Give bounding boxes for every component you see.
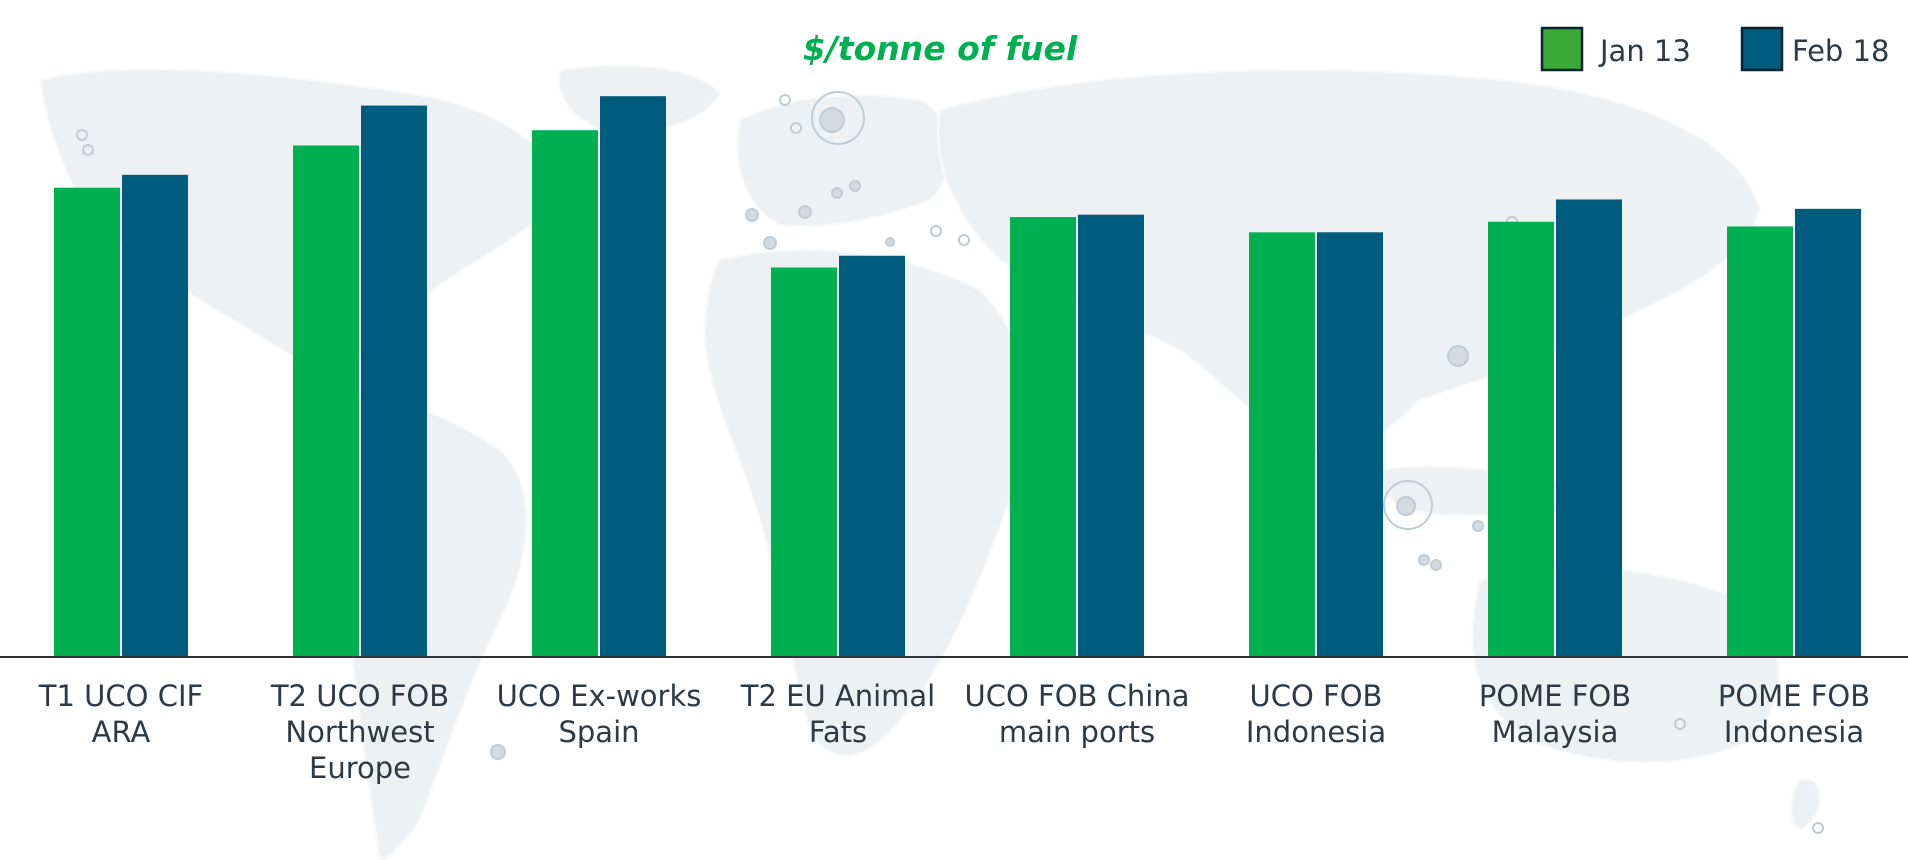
legend: Jan 13 Feb 18 bbox=[1540, 26, 1889, 72]
bar-feb-18-6 bbox=[1556, 199, 1622, 658]
new-zealand-shape bbox=[1790, 778, 1822, 830]
bars bbox=[54, 96, 1861, 658]
x-tick-label: UCO FOB China main ports bbox=[965, 679, 1190, 749]
x-tick-label: POME FOB Indonesia bbox=[1718, 679, 1870, 749]
bar-jan-13-5 bbox=[1249, 232, 1315, 657]
x-tick-label: T1 UCO CIF ARA bbox=[38, 679, 203, 749]
bar-jan-13-7 bbox=[1727, 226, 1793, 657]
x-tick-label-line: UCO FOB China bbox=[965, 679, 1190, 713]
x-tick-label-line: Indonesia bbox=[1246, 715, 1386, 749]
bar-feb-18-7 bbox=[1795, 208, 1861, 657]
x-tick-label: POME FOB Malaysia bbox=[1479, 679, 1631, 749]
bar-feb-18-5 bbox=[1317, 232, 1383, 657]
bar-feb-18-1 bbox=[361, 105, 427, 657]
x-tick-label-line: ARA bbox=[92, 715, 151, 749]
bar-jan-13-4 bbox=[1010, 217, 1076, 657]
x-tick-label: T2 UCO FOB Northwest Europe bbox=[270, 679, 449, 785]
x-tick-label-line: T2 UCO FOB bbox=[270, 679, 449, 713]
bar-feb-18-4 bbox=[1078, 214, 1144, 657]
x-tick-label: UCO FOB Indonesia bbox=[1246, 679, 1386, 749]
x-tick-label-line: Indonesia bbox=[1724, 715, 1864, 749]
bar-jan-13-0 bbox=[54, 187, 120, 657]
legend-label-jan-13: Jan 13 bbox=[1598, 34, 1691, 68]
x-tick-label-line: POME FOB bbox=[1479, 679, 1631, 713]
bar-feb-18-3 bbox=[839, 255, 905, 657]
bar-jan-13-1 bbox=[293, 145, 359, 657]
legend-label-feb-18: Feb 18 bbox=[1792, 34, 1889, 68]
europe-shape bbox=[736, 94, 953, 228]
x-tick-label-line: POME FOB bbox=[1718, 679, 1870, 713]
x-tick-label-line: Malaysia bbox=[1492, 715, 1619, 749]
bar-jan-13-6 bbox=[1488, 221, 1554, 658]
x-tick-label: UCO Ex-works Spain bbox=[497, 679, 702, 749]
legend-swatch-jan-13 bbox=[1540, 26, 1584, 72]
x-tick-label-line: UCO Ex-works bbox=[497, 679, 702, 713]
x-tick-label-line: T2 EU Animal bbox=[740, 679, 936, 713]
x-tick-label-line: Northwest bbox=[285, 715, 434, 749]
map-markers bbox=[76, 91, 1824, 834]
bar-feb-18-0 bbox=[122, 174, 188, 657]
chart-title: $/tonne of fuel bbox=[803, 29, 1078, 68]
x-tick-label-line: Europe bbox=[309, 751, 411, 785]
x-tick-label-line: Fats bbox=[809, 715, 867, 749]
x-tick-label-line: T1 UCO CIF bbox=[38, 679, 203, 713]
x-tick-labels: T1 UCO CIF ARA T2 UCO FOB Northwest Europe UC… bbox=[38, 679, 1870, 785]
x-tick-label-line: UCO FOB bbox=[1250, 679, 1383, 713]
bar-jan-13-2 bbox=[532, 130, 598, 657]
x-tick-label-line: main ports bbox=[999, 715, 1155, 749]
legend-swatch-feb-18 bbox=[1740, 26, 1784, 72]
bar-jan-13-3 bbox=[771, 267, 837, 657]
x-tick-label: T2 EU Animal Fats bbox=[740, 679, 936, 749]
bar-feb-18-2 bbox=[600, 96, 666, 658]
x-tick-label-line: Spain bbox=[558, 715, 639, 749]
